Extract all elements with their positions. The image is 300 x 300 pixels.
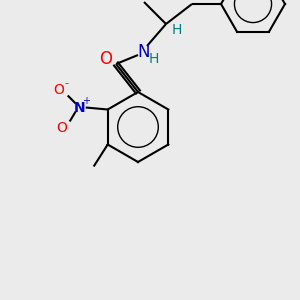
Text: O: O xyxy=(100,50,112,68)
Text: O: O xyxy=(53,83,64,98)
Text: -: - xyxy=(65,79,69,88)
Text: N: N xyxy=(74,100,85,115)
Text: +: + xyxy=(82,97,90,106)
Text: H: H xyxy=(172,23,182,37)
Text: N: N xyxy=(138,43,150,61)
Text: H: H xyxy=(149,52,159,66)
Text: O: O xyxy=(56,121,67,134)
